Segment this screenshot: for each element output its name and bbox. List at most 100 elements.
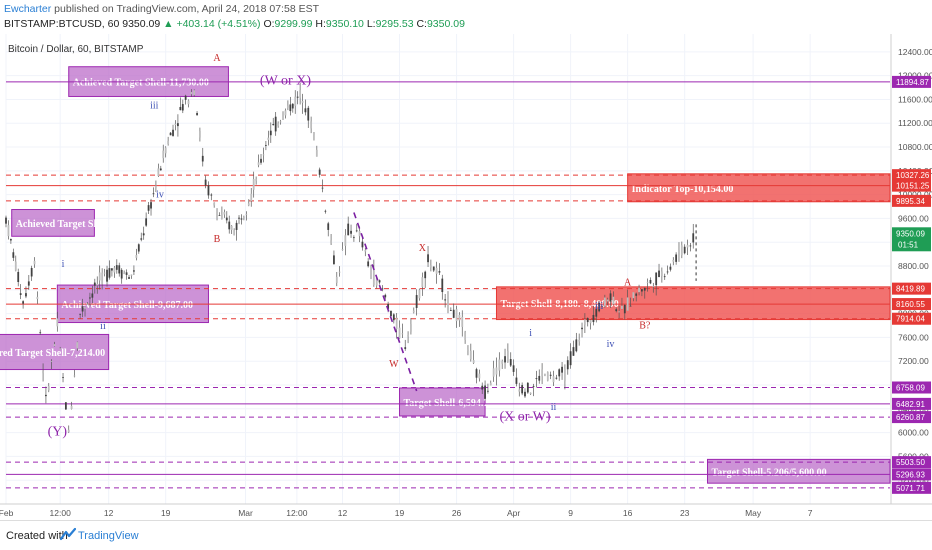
level-tag-label: 9895.34 [896,197,925,206]
target-box [706,458,891,484]
level-tag [892,194,931,207]
level-tag [892,381,931,394]
candle-body [669,266,672,270]
price-tick-label[interactable]: 11600.00 [898,94,932,104]
wave-label: B [214,234,221,245]
time-tick-label[interactable]: 19 [161,508,171,518]
price-tick-label[interactable]: 10000.00 [898,190,932,200]
candle-body [76,342,79,349]
time-tick-label[interactable]: Mar [238,508,253,518]
price-tick-label[interactable]: 7600.00 [898,332,929,342]
candle-body [586,318,589,323]
time-tick-label[interactable]: 19 [395,508,405,518]
price-tick-label[interactable]: 11200.00 [898,118,932,128]
time-tick-label[interactable]: Apr [507,508,520,518]
time-tick-label[interactable]: 26 [452,508,462,518]
candle-body [492,368,495,377]
target-box-label: Target Shell-5.206/5,600.00 [711,467,826,478]
candle-body [341,249,344,250]
candle-body [98,272,101,281]
candle-body [174,123,177,126]
candle-body [672,260,675,262]
candle-body [518,389,521,392]
candle-body [364,250,367,252]
candle-body [145,218,148,226]
symbol-label[interactable]: BITSTAMP:BTCUSD, 60 [4,18,120,30]
candle-body [277,123,280,126]
time-tick-label[interactable]: 12 [338,508,348,518]
price-tick-label[interactable]: 10800.00 [898,142,932,152]
candle-body [484,385,486,399]
candle-body [566,360,569,370]
candle-body [367,261,370,267]
candle-body [432,266,435,271]
time-tick-label[interactable]: 23 [680,508,690,518]
price-tick-label[interactable]: 12400.00 [898,47,932,57]
target-box [0,333,110,371]
price-tick-label[interactable]: 6000.00 [898,428,929,438]
wave-label: iii [150,100,159,111]
candle-body [159,168,162,171]
wave-label: iii [595,301,604,312]
candle-body [294,96,297,106]
time-tick-label[interactable]: 12:00 [286,508,308,518]
current-price-tag [892,227,931,252]
candle-body [578,339,581,342]
published-text: published on TradingView.com, April 24, … [51,3,319,15]
wave-label: X [419,243,427,254]
candle-body [429,265,432,268]
candle-body [260,158,262,163]
time-axis[interactable]: Feb 12:00 12 19 Mar 12:00 12 19 26 Apr 9 16 23 May 7 [0,503,932,518]
candle-body [595,309,598,317]
candle-body [113,267,116,273]
time-tick-label[interactable]: Feb [0,508,14,518]
open-value: 9299.99 [274,18,313,30]
candle-body [265,145,267,146]
candle-body [272,124,275,126]
time-tick-label[interactable]: May [745,508,762,518]
level-tag-label: 8419.89 [896,285,925,294]
time-tick-label[interactable]: 12:00 [50,508,72,518]
author-link[interactable]: Ewcharter [4,3,52,15]
target-box [399,387,486,417]
candle-body [629,305,632,307]
candle-body [415,295,418,308]
candle-body [509,359,512,366]
price-tick-label[interactable]: 12000.00 [898,71,932,81]
time-tick-label[interactable]: 12 [104,508,114,518]
candle-body [313,132,315,135]
candle-body [355,230,358,232]
candle-body [504,356,506,363]
candle-body [321,187,324,189]
price-tick-label[interactable]: 8800.00 [898,261,929,271]
target-box-label: Achieved Target Shell-11,730.00 [73,78,209,89]
tradingview-brand[interactable]: TradingView [78,530,139,542]
ohlc-bar: BITSTAMP:BTCUSD, 60 9350.09 ▲ +403.14 (+… [4,18,465,30]
candle-body [310,121,313,129]
candle-body [601,305,603,307]
price-tick-label[interactable]: 7200.00 [898,356,929,366]
level-tag [892,397,931,410]
candle-body [25,293,27,297]
candle-body [284,110,287,116]
candle-body [247,203,250,206]
level-tag [892,312,931,325]
price-axis[interactable]: 12400.00 12000.00 11600.00 11200.00 10800.00… [892,47,932,494]
time-tick-label[interactable]: 9 [568,508,573,518]
wave-label: B? [639,320,651,331]
candle-body [187,100,190,105]
time-tick-label[interactable]: 16 [623,508,633,518]
candle-body [609,293,612,302]
candle-body [424,271,427,279]
current-price-countdown: 01:51 [898,240,919,249]
wave-label: ii [551,402,557,413]
candle-body [5,217,7,224]
candle-body [387,304,390,309]
price-chart[interactable]: Achieved Target Shell-11,730.00 Achieved … [0,34,932,520]
candle-body [495,367,498,375]
candle-body [86,303,89,305]
price-tick-label[interactable]: 9600.00 [898,213,929,223]
candle-body [398,327,401,339]
time-tick-label[interactable]: 7 [808,508,813,518]
